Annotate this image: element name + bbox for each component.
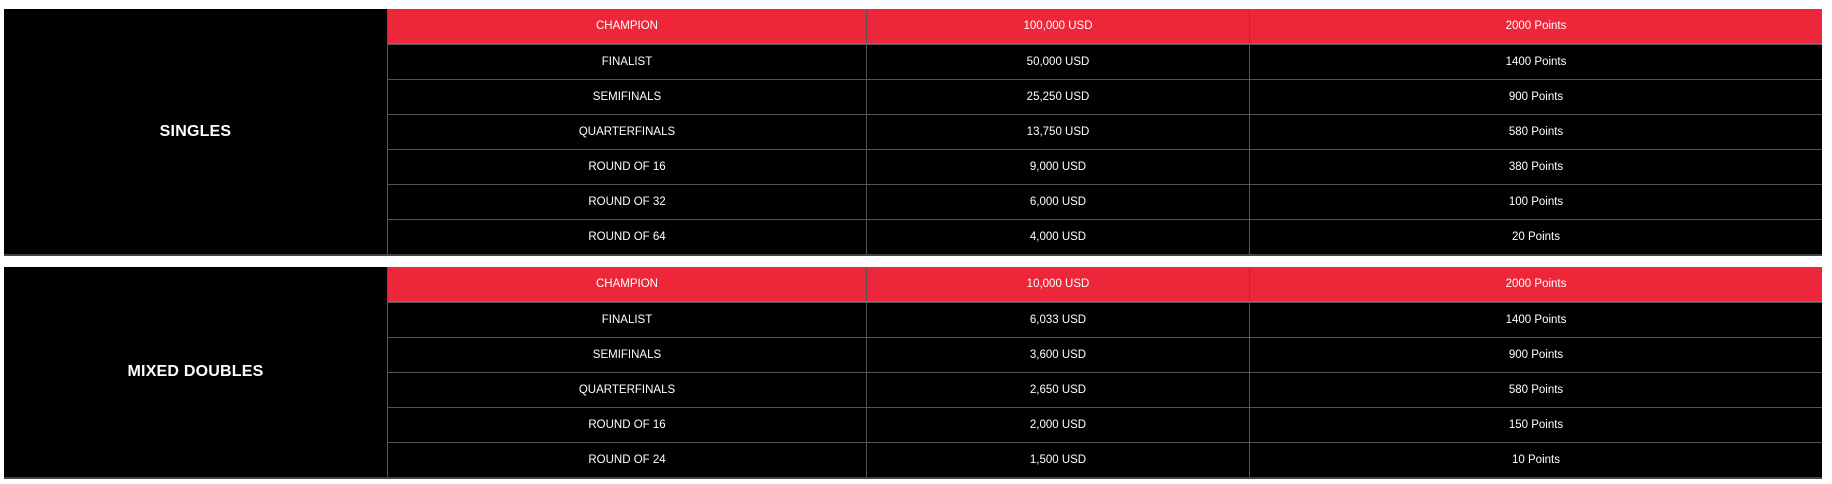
table-row: ROUND OF 24 1,500 USD 10 Points: [388, 442, 1822, 477]
prize-cell: 2,000 USD: [867, 408, 1250, 442]
prize-table-mixed-doubles: MIXED DOUBLES CHAMPION 10,000 USD 2000 Poin…: [4, 267, 1822, 479]
round-cell: ROUND OF 24: [388, 443, 867, 477]
prize-cell: 13,750 USD: [867, 115, 1250, 149]
table-row: ROUND OF 16 9,000 USD 380 Points: [388, 149, 1822, 184]
table-rows: CHAMPION 100,000 USD 2000 Points FINALIST 50…: [388, 9, 1822, 254]
points-cell: 380 Points: [1508, 161, 1564, 173]
round-cell: FINALIST: [388, 303, 867, 337]
round-cell: ROUND OF 32: [388, 185, 867, 219]
prize-table-singles: SINGLES CHAMPION 100,000 USD 2000 Points FIN…: [4, 9, 1822, 256]
prize-cell: 2,650 USD: [867, 373, 1250, 407]
round-cell: ROUND OF 16: [388, 150, 867, 184]
round-cell: FINALIST: [388, 45, 867, 79]
table-row: SEMIFINALS 3,600 USD 900 Points: [388, 337, 1822, 372]
prize-cell: 6,033 USD: [867, 303, 1250, 337]
points-cell: 1400 Points: [1505, 56, 1567, 68]
round-cell: ROUND OF 64: [388, 220, 867, 254]
points-cell: 900 Points: [1508, 91, 1564, 103]
round-cell: CHAMPION: [388, 9, 867, 43]
table-row: ROUND OF 64 4,000 USD 20 Points: [388, 219, 1822, 254]
table-row: SEMIFINALS 25,250 USD 900 Points: [388, 79, 1822, 114]
round-cell: CHAMPION: [388, 267, 867, 301]
round-cell: SEMIFINALS: [388, 80, 867, 114]
table-row-champion: CHAMPION 100,000 USD 2000 Points: [388, 9, 1822, 44]
points-cell: 900 Points: [1508, 349, 1564, 361]
table-row-champion: CHAMPION 10,000 USD 2000 Points: [388, 267, 1822, 302]
points-cell: 580 Points: [1508, 384, 1564, 396]
table-row: ROUND OF 16 2,000 USD 150 Points: [388, 407, 1822, 442]
table-row: QUARTERFINALS 2,650 USD 580 Points: [388, 372, 1822, 407]
points-cell: 2000 Points: [1505, 278, 1567, 290]
prize-cell: 1,500 USD: [867, 443, 1250, 477]
points-cell: 1400 Points: [1505, 314, 1567, 326]
category-label: SINGLES: [4, 9, 388, 254]
prize-cell: 4,000 USD: [867, 220, 1250, 254]
points-cell: 2000 Points: [1505, 20, 1567, 32]
prize-cell: 10,000 USD: [867, 267, 1250, 301]
table-rows: CHAMPION 10,000 USD 2000 Points FINALIST 6,0…: [388, 267, 1822, 477]
category-label: MIXED DOUBLES: [4, 267, 388, 477]
prize-cell: 3,600 USD: [867, 338, 1250, 372]
round-cell: ROUND OF 16: [388, 408, 867, 442]
prize-cell: 9,000 USD: [867, 150, 1250, 184]
points-cell: 580 Points: [1508, 126, 1564, 138]
round-cell: QUARTERFINALS: [388, 115, 867, 149]
points-cell: 100 Points: [1508, 196, 1564, 208]
points-cell: 150 Points: [1508, 419, 1564, 431]
round-cell: QUARTERFINALS: [388, 373, 867, 407]
table-row: QUARTERFINALS 13,750 USD 580 Points: [388, 114, 1822, 149]
prize-cell: 50,000 USD: [867, 45, 1250, 79]
points-cell: 10 Points: [1512, 454, 1560, 466]
table-row: FINALIST 6,033 USD 1400 Points: [388, 302, 1822, 337]
prize-cell: 100,000 USD: [867, 9, 1250, 43]
round-cell: SEMIFINALS: [388, 338, 867, 372]
table-row: FINALIST 50,000 USD 1400 Points: [388, 44, 1822, 79]
table-row: ROUND OF 32 6,000 USD 100 Points: [388, 184, 1822, 219]
points-cell: 20 Points: [1512, 231, 1560, 243]
prize-cell: 6,000 USD: [867, 185, 1250, 219]
prize-cell: 25,250 USD: [867, 80, 1250, 114]
